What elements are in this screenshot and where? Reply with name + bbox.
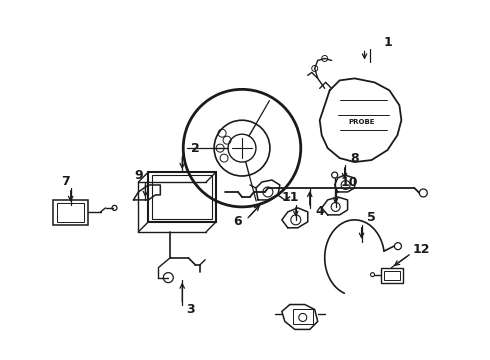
Text: 10: 10	[341, 176, 358, 189]
Text: 8: 8	[350, 152, 359, 165]
Text: 1: 1	[383, 36, 392, 49]
Text: 3: 3	[186, 303, 195, 316]
Text: 11: 11	[281, 192, 298, 204]
Bar	[382, 268, 403, 283]
Bar	[148, 172, 216, 222]
Text: PROBE: PROBE	[348, 119, 375, 125]
Bar	[385, 271, 400, 280]
Text: 5: 5	[367, 211, 376, 224]
Bar	[57, 203, 84, 222]
Text: 9: 9	[134, 168, 143, 181]
Bar	[152, 175, 212, 219]
Text: 12: 12	[413, 243, 430, 256]
Bar	[53, 200, 88, 225]
Text: 2: 2	[191, 141, 199, 155]
Text: 6: 6	[234, 215, 243, 228]
Text: 4: 4	[316, 205, 324, 219]
Text: 7: 7	[61, 175, 70, 189]
Bar	[293, 310, 313, 324]
